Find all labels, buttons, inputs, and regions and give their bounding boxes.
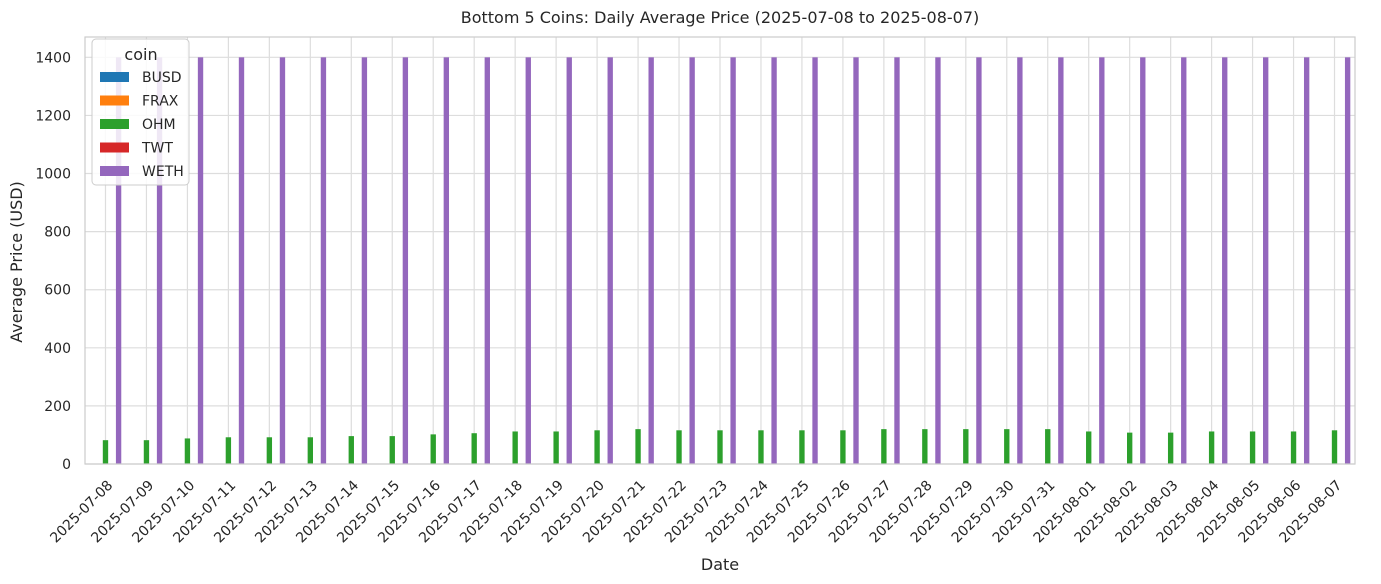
bar-ohm xyxy=(1004,429,1010,464)
bar-weth xyxy=(853,57,859,464)
x-axis-label: Date xyxy=(701,555,739,574)
y-tick-label: 0 xyxy=(62,457,71,473)
bar-weth xyxy=(935,57,941,464)
bar-weth xyxy=(1017,57,1023,464)
bar-ohm xyxy=(553,431,559,464)
bar-ohm xyxy=(1208,431,1215,464)
bar-weth xyxy=(1181,57,1187,464)
legend-label: BUSD xyxy=(142,70,182,86)
bar-weth xyxy=(1344,57,1351,464)
y-axis-ticks: 0 200 400 600 800 1000 1200 1400 xyxy=(35,50,71,473)
bar-ohm xyxy=(799,430,805,464)
bar-ohm xyxy=(430,434,436,464)
bar-weth xyxy=(976,57,982,464)
bar-weth xyxy=(279,57,286,464)
bar-ohm xyxy=(1086,431,1092,464)
bar-weth xyxy=(361,57,368,464)
bar-ohm xyxy=(471,433,477,464)
chart-title: Bottom 5 Coins: Daily Average Price (202… xyxy=(461,8,980,27)
bar-weth xyxy=(812,57,818,464)
bar-weth xyxy=(320,57,327,464)
y-axis-label: Average Price (USD) xyxy=(7,181,26,343)
grid-lines xyxy=(85,37,1355,465)
bar-weth xyxy=(238,57,245,464)
y-tick-label: 1000 xyxy=(35,167,71,183)
legend-swatch xyxy=(100,72,129,82)
legend-swatch xyxy=(100,166,129,176)
bar-ohm xyxy=(676,430,682,464)
y-tick-label: 800 xyxy=(44,225,71,241)
bar-weth xyxy=(402,57,409,464)
y-tick-label: 400 xyxy=(44,341,71,357)
bar-weth xyxy=(1099,57,1105,464)
bar-ohm xyxy=(102,440,109,464)
legend-swatch xyxy=(100,95,129,106)
legend-label: TWT xyxy=(141,141,173,157)
bar-ohm xyxy=(922,429,928,464)
bar-ohm xyxy=(1290,431,1297,464)
legend-swatch xyxy=(100,142,129,153)
legend-title: coin xyxy=(124,45,157,64)
bar-ohm xyxy=(389,436,395,464)
bar-weth xyxy=(607,57,613,464)
bar-ohm xyxy=(1127,432,1133,464)
bar-weth xyxy=(566,57,572,464)
legend-label: WETH xyxy=(142,164,184,180)
y-tick-label: 200 xyxy=(44,399,71,415)
bar-ohm xyxy=(1331,430,1338,464)
bar-ohm xyxy=(512,431,518,464)
y-tick-label: 1200 xyxy=(35,108,71,124)
bar-ohm xyxy=(1167,432,1174,464)
y-tick-label: 1400 xyxy=(35,50,71,66)
legend-label: FRAX xyxy=(142,94,179,110)
bar-ohm xyxy=(963,429,969,464)
bar-weth xyxy=(1140,57,1146,464)
legend-items: BUSD FRAX OHM TWT WETH xyxy=(100,70,184,180)
bar-weth xyxy=(484,57,490,464)
bar-ohm xyxy=(758,430,764,464)
legend-swatch xyxy=(100,119,129,129)
bar-ohm xyxy=(594,430,600,464)
bar-ohm xyxy=(881,429,887,464)
bar-ohm xyxy=(1045,429,1051,464)
bar-weth xyxy=(894,57,900,464)
bar-ohm xyxy=(225,437,232,464)
bar-weth xyxy=(115,57,122,464)
bar-ohm xyxy=(840,430,846,464)
bar-ohm xyxy=(184,438,191,464)
bar-ohm xyxy=(143,440,150,464)
legend-label: OHM xyxy=(142,117,176,133)
bar-weth xyxy=(525,57,531,464)
y-tick-label: 600 xyxy=(44,283,71,299)
bar-weth xyxy=(648,57,654,464)
bar-weth xyxy=(730,57,736,464)
bar-weth xyxy=(689,57,695,464)
bar-weth xyxy=(1058,57,1064,464)
bar-ohm xyxy=(348,436,354,464)
bar-ohm xyxy=(307,437,313,464)
bars xyxy=(89,57,1351,464)
bar-ohm xyxy=(1249,431,1256,464)
bar-weth xyxy=(771,57,777,464)
bar-ohm xyxy=(717,430,723,464)
bar-weth xyxy=(443,57,450,464)
bar-weth xyxy=(1303,57,1310,464)
plot-frame xyxy=(84,36,1356,465)
x-axis-ticks: 2025-07-082025-07-092025-07-102025-07-11… xyxy=(47,477,1345,546)
bar-ohm xyxy=(266,437,273,464)
bar-weth xyxy=(156,57,163,464)
bar-weth xyxy=(1263,57,1269,464)
bar-weth xyxy=(1222,57,1228,464)
bar-ohm xyxy=(635,429,641,464)
bar-weth xyxy=(197,57,204,464)
legend: coin BUSD FRAX OHM TWT WETH xyxy=(91,38,190,186)
